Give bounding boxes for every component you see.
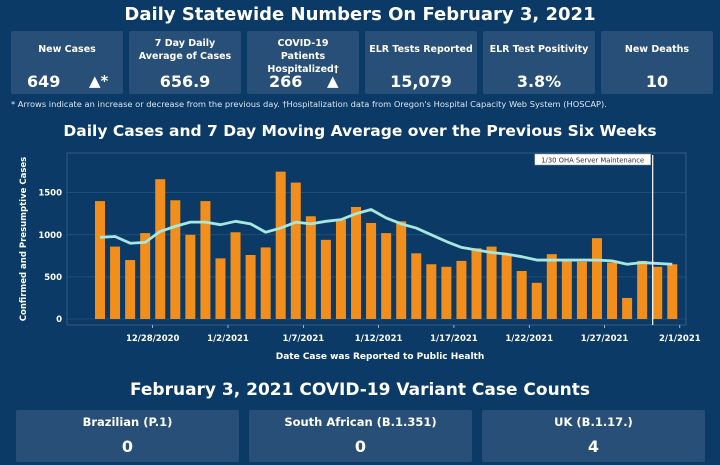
elr-tests-label: ELR Tests Reported [369,44,473,55]
x-tick-label: 1/27/2021 [581,334,629,344]
hospitalized-card: COVID-19 Patients Hospitalized† 266 ▲ [247,31,359,94]
case-bar [260,247,271,319]
increase-arrow-icon: ▲ [327,72,339,90]
case-bar [381,233,392,319]
new-deaths-card: New Deaths 10 [601,31,713,94]
case-bar [591,238,602,319]
hospitalized-value: 266 [269,72,303,91]
variant-label: Brazilian (P.1) [82,415,173,429]
elr-positivity-value: 3.8% [516,72,562,91]
page-title: Daily Statewide Numbers On February 3, 2… [124,4,596,25]
new-cases-value: 649 [27,72,61,91]
x-tick-label: 12/28/2020 [126,334,180,344]
new-deaths-label: New Deaths [624,44,690,55]
case-bar [185,234,196,319]
case-bar [110,246,121,319]
y-tick-label: 1000 [38,231,62,241]
x-tick-label: 1/7/2021 [282,334,324,344]
case-bar [471,248,482,319]
case-bar [622,297,633,319]
case-bar [652,266,663,319]
x-tick-label: 1/12/2021 [355,334,403,344]
case-bar [486,246,497,319]
y-tick-label: 1500 [38,189,62,199]
case-bar [561,260,572,319]
variant-card-uk: UK (B.1.17.) 4 [482,410,705,462]
new-deaths-value: 10 [645,72,669,91]
variant-count: 0 [121,437,134,456]
case-bar [215,258,226,319]
y-tick-label: 500 [44,273,62,283]
hospitalized-label: COVID-19 Patients Hospitalized† [267,38,339,75]
case-bar [351,207,362,319]
elr-tests-card: ELR Tests Reported 15,079 [365,31,477,94]
annotation-label: 1/30 OHA Server Maintenance [541,157,644,165]
new-cases-card: New Cases 649 ▲* [11,31,123,94]
elr-positivity-label: ELR Test Positivity [489,44,589,55]
seven-day-average-card: 7 Day Daily Average of Cases 656.9 [129,31,241,94]
footnote: * Arrows indicate an increase or decreas… [11,99,607,109]
case-bar [426,264,437,319]
case-bar [516,271,527,319]
case-bar [637,260,648,319]
case-bar [396,221,407,319]
variant-section-title: February 3, 2021 COVID-19 Variant Case C… [129,380,591,400]
y-tick-label: 0 [56,315,62,325]
variant-card-brazilian: Brazilian (P.1) 0 [16,410,239,462]
case-bar [230,232,241,319]
case-bar [170,200,181,319]
variant-count: 4 [587,437,600,456]
case-bar [531,282,542,319]
annotation-box [534,153,651,166]
case-bar [411,253,422,319]
x-tick-label: 1/17/2021 [430,334,478,344]
case-bar [140,233,151,319]
case-bar [456,260,467,319]
case-bar [305,216,316,319]
case-bar [546,254,557,319]
case-bar [245,255,256,319]
variant-label: South African (B.1.351) [284,415,437,429]
case-bar [667,264,678,319]
x-tick-label: 1/22/2021 [505,334,553,344]
x-tick-label: 1/2/2021 [207,334,249,344]
case-bar [200,201,211,319]
seven-day-average-value: 656.9 [159,72,211,91]
case-bar [576,261,587,319]
case-bar [290,182,301,319]
case-bar [366,223,377,319]
case-bar [155,179,166,319]
case-bar [441,266,452,319]
case-bar [320,239,331,319]
elr-tests-value: 15,079 [390,72,452,91]
increase-arrow-icon: ▲* [89,72,109,90]
moving-average-line [99,208,673,266]
case-bar [95,201,105,319]
chart-title: Daily Cases and 7 Day Moving Average ove… [63,122,657,140]
variant-count: 0 [354,437,367,456]
case-bar [501,255,512,319]
case-bar [607,262,618,319]
variant-label: UK (B.1.17.) [554,415,633,429]
seven-day-average-label: 7 Day Daily Average of Cases [138,38,232,62]
elr-positivity-card: ELR Test Positivity 3.8% [483,31,595,94]
daily-cases-chart: 0 500 1000 1500 12/28/2020 1/2/2021 1/7/2021 1… [19,152,701,362]
case-bar [335,219,346,319]
x-axis-label: Date Case was Reported to Public Health [276,352,485,362]
variant-card-south-african: South African (B.1.351) 0 [249,410,472,462]
new-cases-label: New Cases [38,44,96,55]
case-bar [275,171,286,319]
case-bar [125,260,136,319]
x-tick-label: 2/1/2021 [659,334,701,344]
y-axis-label: Confirmed and Presumptive Cases [19,157,29,321]
